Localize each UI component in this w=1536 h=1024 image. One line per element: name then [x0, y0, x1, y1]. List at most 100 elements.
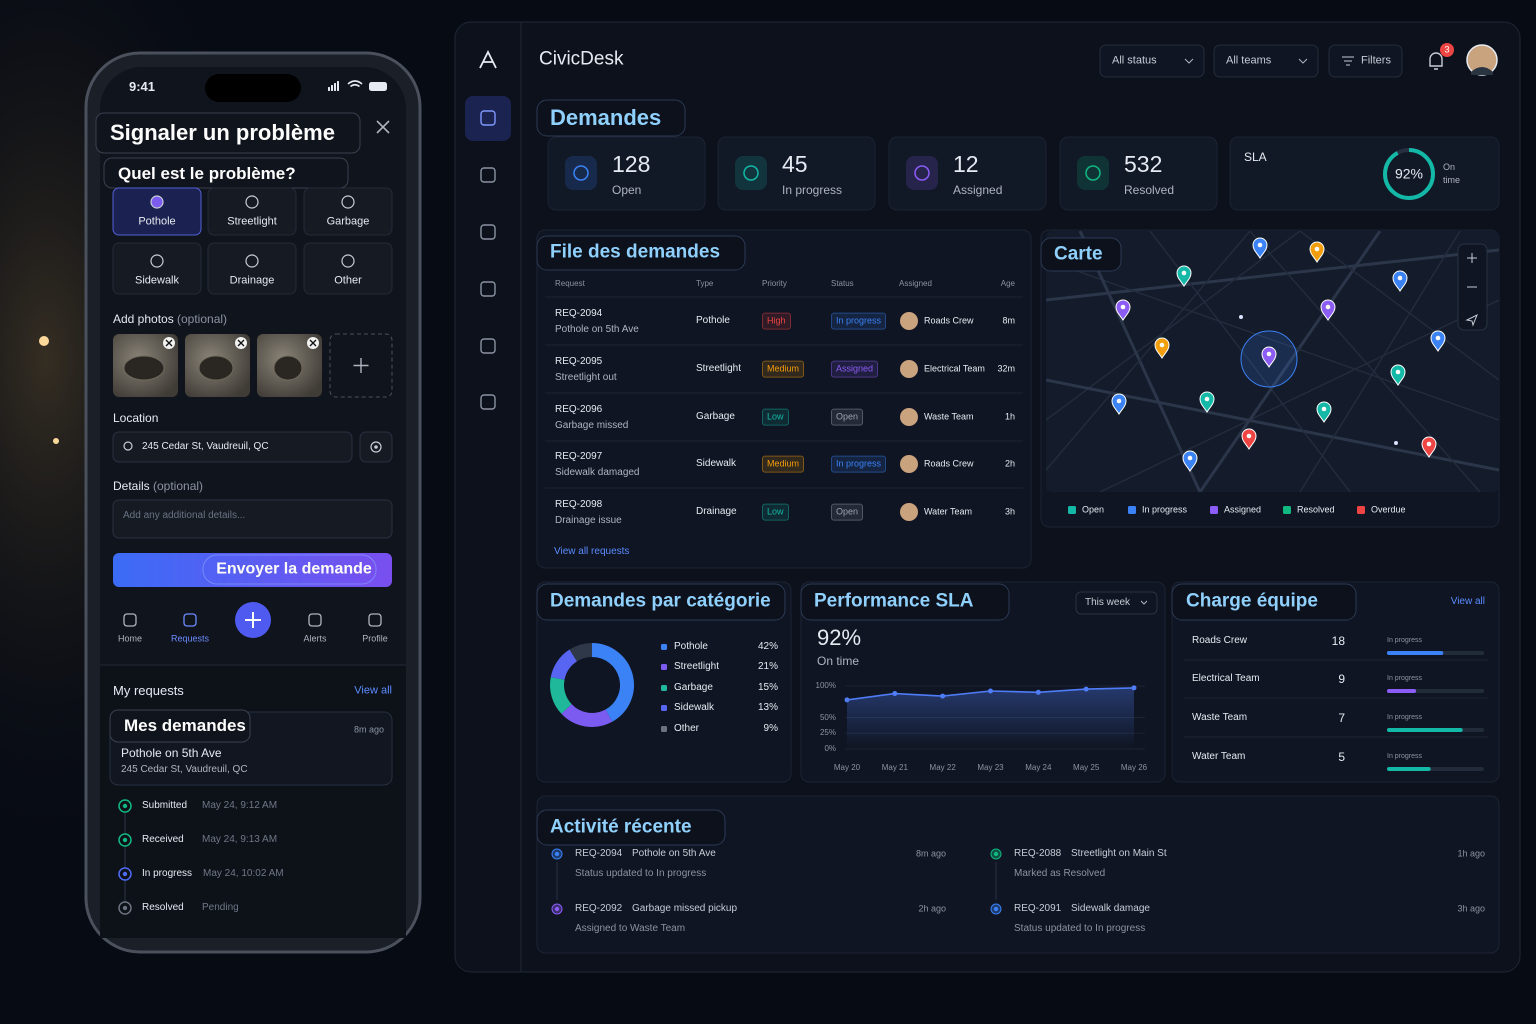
timeline-time: May 24, 9:12 AM: [202, 800, 278, 811]
nav-icon: [183, 613, 197, 627]
map-point: [1239, 315, 1243, 319]
issue-type[interactable]: Sidewalk: [134, 274, 180, 287]
assignee-avatar: [900, 503, 918, 521]
map-pin: [1261, 346, 1277, 368]
y-tick-label: 25%: [819, 728, 836, 738]
section-title-box: [800, 583, 1010, 621]
title-box: [95, 112, 361, 154]
target-icon: [370, 441, 382, 453]
line-point: [1131, 685, 1137, 691]
sla-big-value: 92%: [817, 624, 862, 650]
sidebar-icon: [480, 224, 496, 240]
column-header: Status: [831, 279, 854, 289]
nav-icon: [123, 613, 137, 627]
line-point: [988, 688, 993, 694]
section-title: Performance SLA: [814, 590, 974, 612]
pin-dot: [1120, 304, 1126, 310]
stat-value: 12: [953, 151, 979, 178]
pin-dot: [1246, 433, 1252, 439]
status-badge: Assigned: [831, 360, 879, 378]
submit-label[interactable]: Envoyer la demande: [216, 560, 372, 578]
activity-detail: Assigned to Waste Team: [575, 923, 686, 934]
issue-type[interactable]: Pothole: [138, 215, 176, 228]
load-bar: [1387, 689, 1417, 693]
signal-bar: [337, 81, 339, 91]
request-summary: Sidewalk damaged: [555, 467, 640, 478]
assignee: Water Team: [924, 506, 973, 517]
stat-value: 128: [612, 151, 651, 178]
road: [1046, 231, 1251, 471]
section-title: Demandes: [550, 104, 662, 130]
legend-swatch: [1283, 506, 1291, 514]
issue-type[interactable]: Garbage: [326, 215, 370, 228]
issue-type[interactable]: Other: [334, 274, 362, 287]
brand: CivicDesk: [539, 48, 624, 70]
donut-segment: [591, 643, 634, 722]
pothole-shape: [123, 355, 165, 381]
issue-type-tile: [207, 242, 297, 295]
section-label: Location: [113, 410, 159, 425]
activity-id: REQ-2091: [1014, 903, 1062, 914]
filter-dropdown[interactable]: All teams: [1226, 54, 1272, 67]
nav-item[interactable]: Home: [117, 633, 143, 644]
stat-icon-box: [565, 156, 597, 190]
location-input: [112, 431, 353, 463]
stat-value: 532: [1124, 151, 1163, 178]
stat-label: In progress: [782, 182, 843, 197]
legend-label: Resolved: [1297, 504, 1335, 515]
x-tick-label: May 25: [1073, 763, 1100, 773]
request-age: 1h: [1004, 411, 1015, 422]
stat-icon: [573, 165, 589, 181]
assignee: Electrical Team: [924, 363, 985, 374]
legend-label: Pothole: [674, 641, 708, 652]
view-all-link[interactable]: View all requests: [554, 546, 630, 557]
filters-label[interactable]: Filters: [1361, 54, 1391, 67]
avatar-body: [1471, 67, 1493, 75]
section-title-box: [536, 809, 726, 846]
issue-type[interactable]: Drainage: [229, 274, 275, 287]
assignee-avatar: [900, 455, 918, 473]
filter-dropdown[interactable]: All status: [1112, 54, 1157, 67]
request-age: 3h: [1004, 506, 1015, 517]
activity-age: 2h ago: [918, 903, 946, 914]
map-pin: [1241, 428, 1257, 450]
column-header: Age: [1000, 279, 1015, 289]
submit-button: [113, 553, 392, 587]
view-all-link[interactable]: View all: [1450, 596, 1485, 607]
period[interactable]: This week: [1085, 597, 1131, 608]
request-age: 32m: [997, 363, 1015, 374]
placeholder: Add any additional details...: [123, 510, 246, 521]
issue-type[interactable]: Streetlight: [227, 215, 277, 228]
legend-label: Sidewalk: [674, 702, 715, 713]
map-pin: [1316, 401, 1332, 423]
issue-type-tile: [112, 187, 202, 236]
stat-card: [888, 136, 1047, 211]
legend-swatch: [661, 664, 667, 670]
y-tick-label: 0%: [824, 744, 836, 754]
legend-label: Garbage: [674, 682, 713, 693]
pin-dot: [1257, 242, 1263, 248]
pin-dot: [1397, 275, 1403, 281]
details-input: [112, 499, 393, 539]
nav-icon: [368, 613, 382, 627]
value-label: 21%: [757, 661, 778, 672]
view-all-link[interactable]: View all: [354, 684, 392, 697]
stat-icon-box: [906, 156, 938, 190]
road: [1099, 299, 1499, 492]
activity-age: 1h ago: [1457, 848, 1485, 859]
sla-card: [1229, 136, 1500, 211]
map-pin: [1199, 391, 1215, 413]
plus-icon: [245, 612, 261, 628]
activity-dot-core: [554, 851, 560, 857]
map-pin: [1421, 436, 1437, 458]
map-pin: [1176, 265, 1192, 287]
nav-item[interactable]: Requests: [170, 633, 210, 644]
timeline-status: Received: [142, 834, 184, 845]
notification-badge: [1440, 43, 1454, 57]
nav-item[interactable]: Profile: [362, 633, 388, 644]
stat-value: 45: [782, 151, 808, 178]
nav-item[interactable]: Alerts: [303, 633, 327, 644]
y-tick-label: 100%: [815, 681, 836, 691]
assignee: Roads Crew: [924, 458, 974, 469]
stat-icon: [1085, 165, 1101, 181]
